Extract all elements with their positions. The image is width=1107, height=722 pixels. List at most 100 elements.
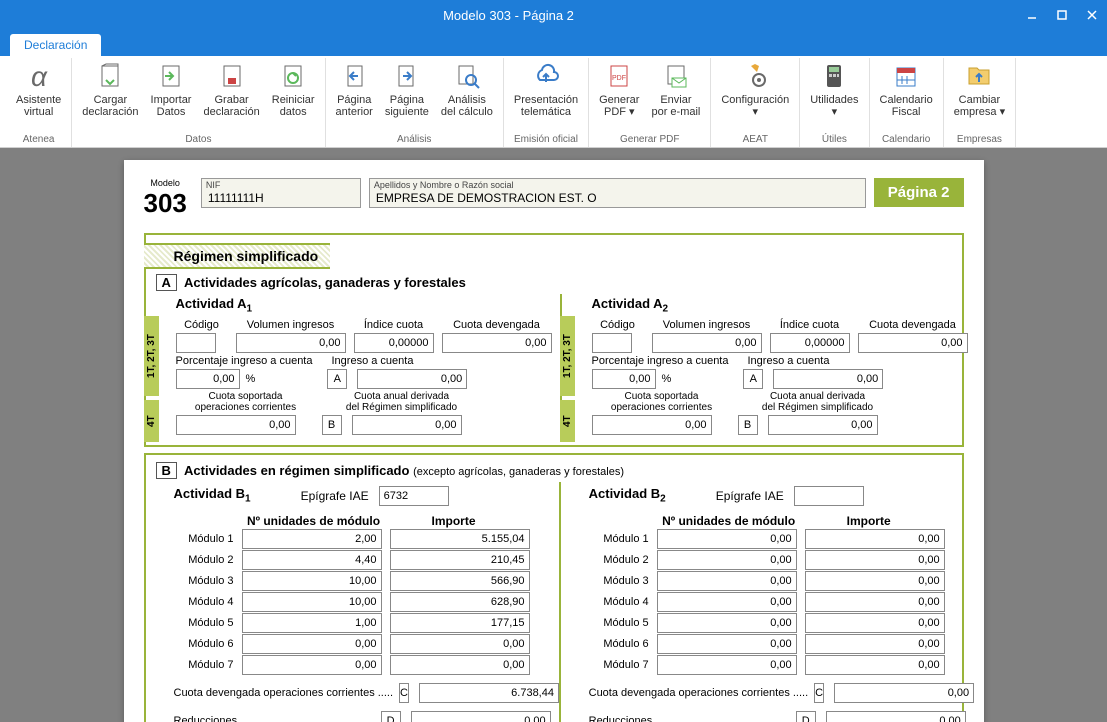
module-units-input[interactable] [657, 529, 797, 549]
module-importe-input[interactable] [805, 529, 945, 549]
b2-cuota-input[interactable] [834, 683, 974, 703]
enviar-email-button[interactable]: Enviarpor e-mail [645, 58, 706, 132]
module-importe-input[interactable] [805, 592, 945, 612]
a2-soportada-input[interactable] [592, 415, 712, 435]
module-importe-input[interactable] [390, 613, 530, 633]
reiniciar-datos-button[interactable]: Reiniciardatos [266, 58, 321, 132]
calendario-label: CalendarioFiscal [880, 94, 933, 118]
module-importe-input[interactable] [805, 613, 945, 633]
lbl-anual2: Cuota anual derivadadel Régimen simplifi… [738, 391, 898, 413]
module-units-input[interactable] [242, 634, 382, 654]
a2-ingreso-input[interactable] [773, 369, 883, 389]
letter-a: A [156, 274, 177, 291]
a2-soportada-labels: Cuota soportadaoperaciones corrientes Cu… [592, 391, 968, 413]
a1-codigo-input[interactable] [176, 333, 216, 353]
analisis-calculo-button[interactable]: Análisisdel cálculo [435, 58, 499, 132]
razon-social-field[interactable]: Apellidos y Nombre o Razón social EMPRES… [369, 178, 866, 208]
module-importe-input[interactable] [390, 592, 530, 612]
page-prev-icon [338, 60, 370, 92]
box-c2: C [814, 683, 824, 703]
calculator-icon [818, 60, 850, 92]
a1-porc-input[interactable] [176, 369, 240, 389]
module-units-input[interactable] [242, 550, 382, 570]
b2-epigrafe-row: Actividad B2 Epígrafe IAE [589, 486, 966, 506]
module-importe-input[interactable] [390, 550, 530, 570]
module-importe-input[interactable] [805, 571, 945, 591]
epigrafe-label: Epígrafe IAE [301, 489, 369, 503]
module-importe-input[interactable] [390, 655, 530, 675]
module-importe-input[interactable] [390, 571, 530, 591]
cambiar-empresa-button[interactable]: Cambiarempresa ▾ [948, 58, 1011, 132]
window-title: Modelo 303 - Página 2 [0, 8, 1017, 23]
module-row: Módulo 2 [589, 550, 966, 570]
name-caption: Apellidos y Nombre o Razón social [374, 180, 514, 190]
a2-anual-input[interactable] [768, 415, 878, 435]
cambiar-label: Cambiarempresa ▾ [954, 94, 1005, 118]
b2-epigrafe-input[interactable] [794, 486, 864, 506]
modelo-label: Modelo [144, 178, 187, 188]
a2-indice-input[interactable] [770, 333, 850, 353]
nif-field[interactable]: NIF 11111111H [201, 178, 361, 208]
pagina-siguiente-button[interactable]: Páginasiguiente [379, 58, 435, 132]
minimize-button[interactable] [1017, 0, 1047, 30]
calendario-fiscal-button[interactable]: CalendarioFiscal [874, 58, 939, 132]
b1-reduc-input[interactable] [411, 711, 551, 722]
module-importe-input[interactable] [805, 634, 945, 654]
module-units-input[interactable] [657, 613, 797, 633]
pagina-anterior-button[interactable]: Páginaanterior [330, 58, 379, 132]
module-units-input[interactable] [242, 571, 382, 591]
maximize-button[interactable] [1047, 0, 1077, 30]
a2-cuota-input[interactable] [858, 333, 968, 353]
module-units-input[interactable] [657, 655, 797, 675]
presentacion-telematica-button[interactable]: Presentacióntelemática [508, 58, 584, 132]
b2-reduc-input[interactable] [826, 711, 966, 722]
module-units-input[interactable] [242, 592, 382, 612]
configuracion-button[interactable]: Configuración▾ [715, 58, 795, 132]
module-units-input[interactable] [242, 529, 382, 549]
importar-datos-button[interactable]: ImportarDatos [145, 58, 198, 132]
modelo-number: 303 [144, 188, 187, 219]
module-importe-input[interactable] [390, 634, 530, 654]
a2-porc-input[interactable] [592, 369, 656, 389]
b1-epigrafe-input[interactable] [379, 486, 449, 506]
lbl-cuota2: Cuota devengada [858, 319, 968, 331]
a1-cuota-input[interactable] [442, 333, 552, 353]
generar-pdf-button[interactable]: PDF GenerarPDF ▾ [593, 58, 645, 132]
utilidades-button[interactable]: Utilidades▾ [804, 58, 864, 132]
tab-declaracion[interactable]: Declaración [10, 34, 101, 56]
b1-epigrafe-row: Actividad B1 Epígrafe IAE [174, 486, 551, 506]
module-units-input[interactable] [657, 571, 797, 591]
a1-vol-input[interactable] [236, 333, 346, 353]
a1-soportada-input[interactable] [176, 415, 296, 435]
a1-ingreso-input[interactable] [357, 369, 467, 389]
total-reduc-label: Reducciones.............................… [174, 715, 375, 722]
grabar-label: Grabardeclaración [203, 94, 259, 118]
ribbon-tabs: Declaración [0, 30, 1107, 56]
ribbon-group-emision: Presentacióntelemática Emisión oficial [504, 58, 589, 147]
section-b: B Actividades en régimen simplificado (e… [144, 453, 964, 722]
module-units-input[interactable] [242, 613, 382, 633]
asistente-virtual-button[interactable]: α Asistentevirtual [10, 58, 67, 132]
module-units-input[interactable] [657, 592, 797, 612]
grabar-declaracion-button[interactable]: Grabardeclaración [197, 58, 265, 132]
b1-cuota-input[interactable] [419, 683, 559, 703]
a2-vol-input[interactable] [652, 333, 762, 353]
module-importe-input[interactable] [390, 529, 530, 549]
cargar-declaracion-button[interactable]: Cargardeclaración [76, 58, 144, 132]
module-units-input[interactable] [657, 634, 797, 654]
a2-porc-inputs: % A [592, 369, 968, 389]
module-units-input[interactable] [657, 550, 797, 570]
a1-indice-input[interactable] [354, 333, 434, 353]
a1-anual-input[interactable] [352, 415, 462, 435]
a2-codigo-input[interactable] [592, 333, 632, 353]
svg-text:PDF: PDF [612, 75, 626, 82]
generar-pdf-label: GenerarPDF ▾ [599, 94, 639, 118]
b1-col-headers: Nº unidades de módulo Importe [174, 514, 551, 528]
close-button[interactable] [1077, 0, 1107, 30]
module-importe-input[interactable] [805, 655, 945, 675]
document-scroll[interactable]: Modelo 303 NIF 11111111H Apellidos y Nom… [0, 148, 1107, 722]
ribbon: α Asistentevirtual Atenea Cargardeclarac… [0, 56, 1107, 148]
module-units-input[interactable] [242, 655, 382, 675]
section-b-columns: Actividad B1 Epígrafe IAE Nº unidades de… [146, 482, 962, 722]
module-importe-input[interactable] [805, 550, 945, 570]
